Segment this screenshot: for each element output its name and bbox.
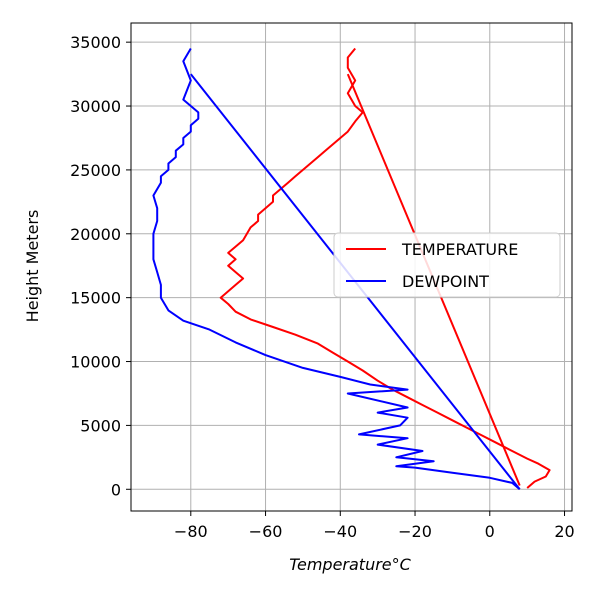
legend-label-temperature: TEMPERATURE [401, 240, 518, 259]
x-tick-label: −40 [323, 522, 357, 541]
x-tick-label: −20 [398, 522, 432, 541]
x-tick-label: −60 [249, 522, 283, 541]
y-tick-label: 25000 [70, 161, 121, 180]
y-tick-label: 0 [111, 480, 121, 499]
x-axis-title: Temperature°C [289, 555, 411, 574]
x-axis-ticks: −80 −60 −40 −20 0 20 [174, 511, 575, 541]
series-line-temperature [219, 47, 551, 489]
y-tick-label: 30000 [70, 97, 121, 116]
y-tick-label: 5000 [80, 416, 121, 435]
legend-label-dewpoint: DEWPOINT [402, 272, 489, 291]
y-axis-title: Height Meters [23, 210, 42, 323]
x-tick-label: −80 [174, 522, 208, 541]
x-tick-label: 0 [485, 522, 495, 541]
y-tick-label: 35000 [70, 33, 121, 52]
x-tick-label: 20 [554, 522, 574, 541]
y-tick-label: 10000 [70, 353, 121, 372]
legend-box [333, 232, 561, 298]
series-line-dewpoint [152, 47, 521, 491]
axes-frame [130, 22, 573, 512]
y-axis-ticks: 0 5000 10000 15000 20000 25000 30000 35000 [70, 33, 131, 499]
legend: TEMPERATURE DEWPOINT [333, 232, 561, 298]
y-tick-label: 20000 [70, 225, 121, 244]
y-tick-label: 15000 [70, 289, 121, 308]
